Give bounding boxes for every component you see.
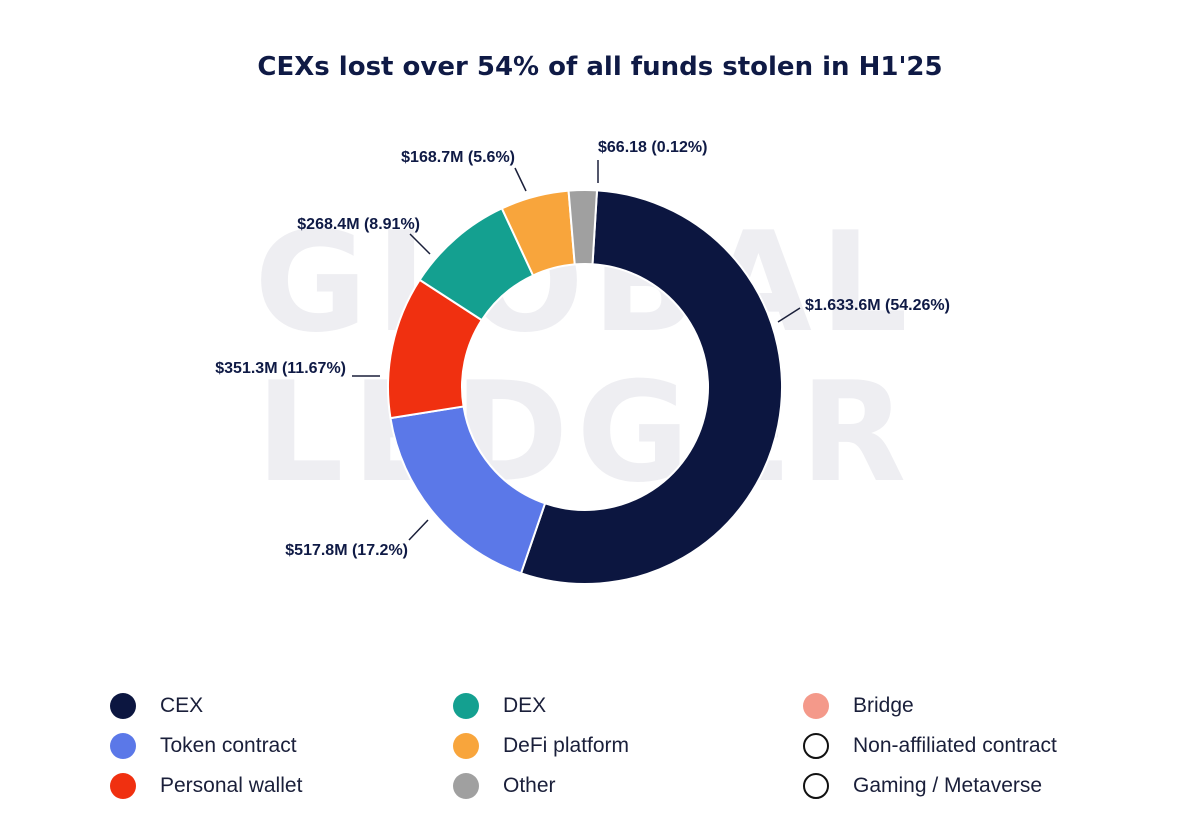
legend-item: Non-affiliated contract xyxy=(803,726,1057,766)
leader-line xyxy=(409,233,431,255)
legend-label: DeFi platform xyxy=(503,734,630,757)
legend-label: CEX xyxy=(160,694,204,717)
chart-title: CEXs lost over 54% of all funds stolen i… xyxy=(257,52,943,82)
legend-item: DeFi platform xyxy=(453,726,629,766)
legend-label: DEX xyxy=(503,694,547,717)
legend-swatch xyxy=(803,733,829,759)
legend-label: Bridge xyxy=(853,694,914,717)
data-label-defi-platform: $168.7M (5.6%) xyxy=(401,149,515,166)
data-label-dex: $268.4M (8.91%) xyxy=(297,216,420,233)
legend: CEX Token contract Personal wallet DEX DeFi… xyxy=(110,686,1110,816)
legend-label: Other xyxy=(503,774,556,797)
leader-line xyxy=(408,519,429,541)
legend-label: Gaming / Metaverse xyxy=(853,774,1043,797)
legend-swatch xyxy=(110,693,136,719)
legend-swatch xyxy=(110,773,136,799)
slice-cex xyxy=(519,189,783,585)
legend-item: Token contract xyxy=(110,726,302,766)
legend-swatch xyxy=(803,693,829,719)
data-label-token-contract: $517.8M (17.2%) xyxy=(285,542,408,559)
legend-label: Non-affiliated contract xyxy=(853,734,1057,757)
legend-swatch xyxy=(803,773,829,799)
data-label-other: $66.18 (0.12%) xyxy=(598,139,707,156)
legend-swatch xyxy=(453,693,479,719)
legend-item: Other xyxy=(453,766,629,806)
watermark-word: LEDGER xyxy=(256,352,915,513)
slice-other xyxy=(567,189,599,266)
legend-swatch xyxy=(110,733,136,759)
legend-item: Bridge xyxy=(803,686,1057,726)
legend-item: DEX xyxy=(453,686,629,726)
legend-item: Gaming / Metaverse xyxy=(803,766,1057,806)
leader-line xyxy=(514,167,527,192)
leader-line xyxy=(777,307,801,323)
legend-label: Token contract xyxy=(160,734,297,757)
legend-item: Personal wallet xyxy=(110,766,302,806)
data-label-cex: $1.633.6M (54.26%) xyxy=(805,297,950,314)
legend-swatch xyxy=(453,773,479,799)
data-label-personal-wallet: $351.3M (11.67%) xyxy=(215,360,346,377)
legend-label: Personal wallet xyxy=(160,774,303,797)
legend-swatch xyxy=(453,733,479,759)
legend-item: CEX xyxy=(110,686,302,726)
